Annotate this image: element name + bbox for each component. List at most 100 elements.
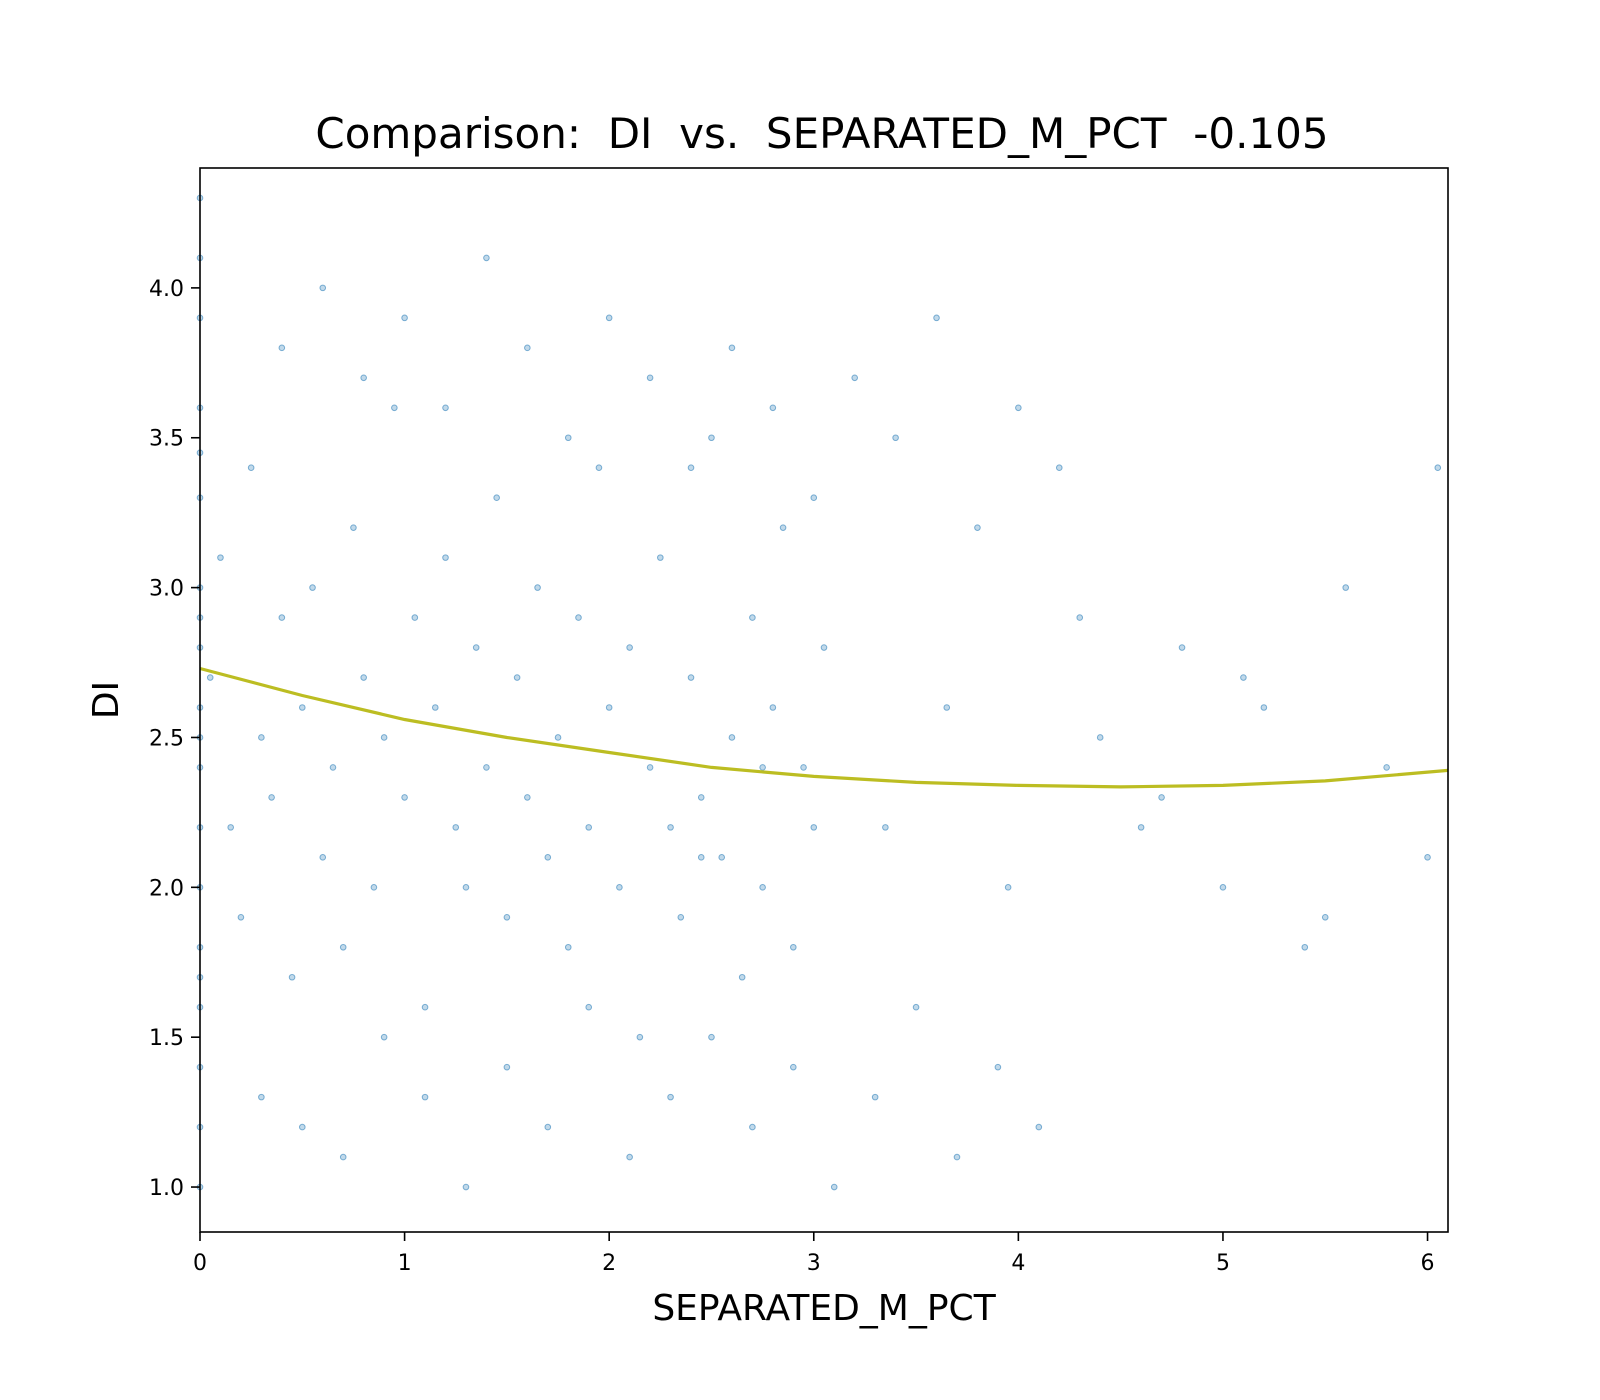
data-point <box>227 824 234 831</box>
data-point <box>442 404 449 412</box>
data-point <box>933 314 940 322</box>
y-tick-label: 4.0 <box>149 277 184 302</box>
trend-line <box>199 666 1449 789</box>
data-point <box>564 434 572 442</box>
data-point <box>974 524 981 531</box>
data-point <box>309 584 316 591</box>
x-tick-label: 5 <box>1216 1251 1230 1276</box>
data-point <box>339 1153 347 1161</box>
data-point <box>943 704 951 711</box>
data-point <box>462 1183 470 1191</box>
data-point <box>1301 943 1309 951</box>
data-point <box>298 704 306 711</box>
data-point <box>217 554 224 561</box>
data-point <box>319 854 327 861</box>
data-point <box>421 1093 429 1101</box>
data-point <box>544 854 552 861</box>
x-tick-label: 0 <box>193 1251 207 1276</box>
data-point <box>687 674 695 681</box>
data-point <box>360 374 367 382</box>
data-point <box>1035 1123 1043 1131</box>
data-point <box>769 404 777 412</box>
data-point <box>616 884 623 891</box>
data-point <box>1076 614 1084 621</box>
data-point <box>810 494 818 501</box>
data-point <box>524 794 531 801</box>
data-point <box>790 1063 797 1071</box>
data-point <box>892 434 899 442</box>
data-point <box>667 824 674 831</box>
x-axis: 0 1 2 3 4 5 6 <box>193 1232 1435 1276</box>
data-point <box>298 1123 306 1131</box>
data-point <box>595 464 603 472</box>
data-point <box>585 824 593 831</box>
data-point <box>339 943 347 951</box>
data-point <box>370 884 378 891</box>
data-point <box>646 764 654 771</box>
data-point <box>851 374 858 382</box>
points-layer <box>196 194 1442 1191</box>
data-point <box>626 644 633 651</box>
data-point <box>483 254 490 262</box>
x-tick-label: 4 <box>1011 1251 1025 1276</box>
data-point <box>1383 764 1390 771</box>
data-point <box>380 734 388 741</box>
x-tick-label: 6 <box>1421 1251 1435 1276</box>
data-point <box>738 973 746 981</box>
data-point <box>258 734 265 741</box>
data-point <box>503 913 511 921</box>
data-point <box>830 1183 838 1191</box>
data-point <box>779 524 787 531</box>
data-point <box>626 1153 633 1161</box>
data-point <box>749 614 756 621</box>
data-point <box>953 1153 961 1161</box>
data-point <box>1321 913 1329 921</box>
data-point <box>871 1093 879 1101</box>
data-point <box>350 524 357 531</box>
y-tick-label: 1.5 <box>149 1026 184 1051</box>
data-point <box>1137 824 1145 831</box>
data-point <box>544 1123 552 1131</box>
data-point <box>1178 644 1186 651</box>
x-tick-label: 1 <box>398 1251 412 1276</box>
data-point <box>1424 854 1431 861</box>
plot-background <box>200 168 1448 1232</box>
data-point <box>247 464 255 472</box>
data-point <box>380 1033 388 1041</box>
data-point <box>401 314 408 322</box>
data-point <box>759 884 766 891</box>
data-point <box>882 824 889 831</box>
data-point <box>687 464 695 472</box>
data-point <box>912 1003 920 1011</box>
data-point <box>800 764 807 771</box>
data-point <box>1015 404 1022 412</box>
y-tick-label: 2.5 <box>149 726 184 751</box>
y-tick-label: 1.0 <box>149 1176 184 1201</box>
data-point <box>575 614 582 621</box>
data-point <box>718 854 726 861</box>
y-axis-title: DI <box>86 681 127 719</box>
data-point <box>708 434 715 442</box>
data-point <box>278 344 286 352</box>
data-point <box>1260 704 1268 711</box>
data-point <box>401 794 408 801</box>
data-point <box>483 764 490 771</box>
data-point <box>513 674 521 681</box>
data-point <box>636 1033 644 1041</box>
data-point <box>657 554 664 561</box>
data-point <box>237 913 245 921</box>
x-axis-title: SEPARATED_M_PCT <box>652 1288 996 1329</box>
data-point <box>697 794 705 801</box>
data-point <box>790 943 797 951</box>
data-point <box>278 614 286 621</box>
data-point <box>288 973 296 981</box>
x-tick-label: 2 <box>602 1251 616 1276</box>
data-point <box>585 1003 593 1011</box>
data-point <box>810 824 818 831</box>
data-point <box>1004 884 1012 891</box>
y-tick-label: 2.0 <box>149 876 184 901</box>
data-point <box>759 764 766 771</box>
data-point <box>503 1063 511 1071</box>
trend-layer <box>199 666 1449 789</box>
